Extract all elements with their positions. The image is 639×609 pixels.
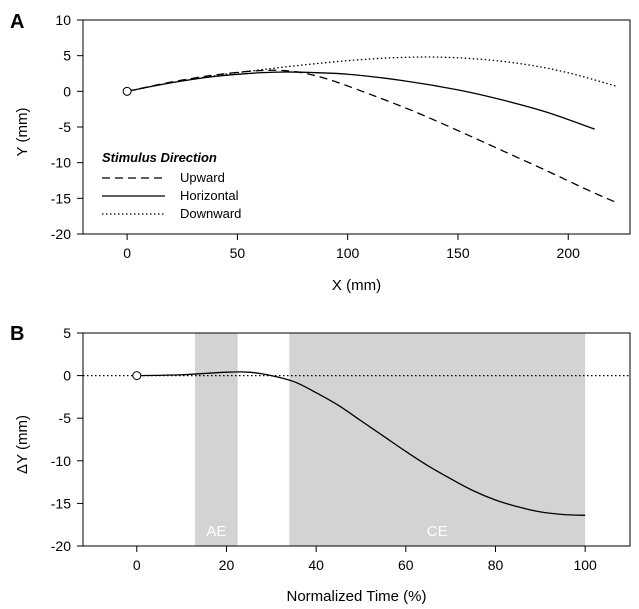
y-tick-label: -15	[51, 190, 71, 206]
x-tick-label: 60	[398, 557, 414, 573]
panel-b-letter: B	[10, 323, 24, 345]
band-ce	[289, 333, 586, 546]
y-tick-label: 5	[63, 325, 71, 341]
y-tick-label: -20	[51, 226, 71, 242]
x-tick-label: 150	[446, 245, 470, 261]
y-tick-label: -15	[51, 495, 71, 511]
panel-a-legend: Stimulus Direction Upward Horizontal Dow…	[102, 150, 241, 221]
x-tick-label: 100	[573, 557, 597, 573]
panel-b-bands: AE CE	[195, 333, 586, 546]
y-tick-label: 0	[63, 368, 71, 384]
y-tick-label: 5	[63, 48, 71, 64]
x-tick-label: 20	[219, 557, 235, 573]
panel-b: B AE CE 0 20 40 60 80 100 5 0 -5 -10 -15 -20 Normal…	[10, 323, 631, 605]
panel-b-x-label: Normalized Time (%)	[286, 588, 426, 605]
x-tick-label: 40	[308, 557, 324, 573]
legend-upward-label: Upward	[180, 170, 225, 185]
panel-b-plot	[83, 371, 630, 516]
panel-b-frame	[82, 332, 631, 547]
y-tick-label: -20	[51, 538, 71, 554]
panel-a-y-label: Y (mm)	[14, 108, 31, 157]
x-tick-label: 80	[488, 557, 504, 573]
panel-a-frame	[82, 19, 631, 235]
band-label-ce: CE	[427, 523, 448, 540]
x-tick-label: 100	[336, 245, 360, 261]
legend-title: Stimulus Direction	[102, 150, 217, 165]
x-tick-label: 200	[557, 245, 581, 261]
panel-a-x-ticks: 0 50 100 150 200	[123, 234, 580, 261]
panel-a-letter: A	[10, 11, 24, 33]
panel-a-y-ticks: 10 5 0 -5 -10 -15 -20	[51, 12, 83, 242]
x-tick-label: 0	[133, 557, 141, 573]
series-delta-y-line	[136, 371, 586, 516]
band-label-ae: AE	[206, 523, 226, 540]
panel-a-plot	[122, 56, 618, 204]
y-tick-label: -10	[51, 453, 71, 469]
legend-horizontal-label: Horizontal	[180, 188, 239, 203]
legend-downward-label: Downward	[180, 206, 241, 221]
panel-b-x-ticks: 0 20 40 60 80 100	[133, 546, 597, 573]
series-upward-line	[126, 69, 618, 204]
band-ae	[195, 333, 238, 546]
y-tick-label: -5	[59, 119, 72, 135]
y-tick-label: -10	[51, 155, 71, 171]
panel-b-y-label: ΔY (mm)	[14, 415, 31, 474]
panel-b-y-ticks: 5 0 -5 -10 -15 -20	[51, 325, 83, 554]
series-horizontal-line	[126, 71, 595, 130]
start-marker	[122, 86, 132, 96]
y-tick-label: -5	[59, 410, 72, 426]
start-marker	[132, 371, 142, 381]
x-tick-label: 50	[230, 245, 246, 261]
y-tick-label: 0	[63, 83, 71, 99]
series-downward-line	[126, 56, 617, 92]
panel-a-x-label: X (mm)	[332, 277, 381, 294]
y-tick-label: 10	[55, 12, 71, 28]
x-tick-label: 0	[123, 245, 131, 261]
